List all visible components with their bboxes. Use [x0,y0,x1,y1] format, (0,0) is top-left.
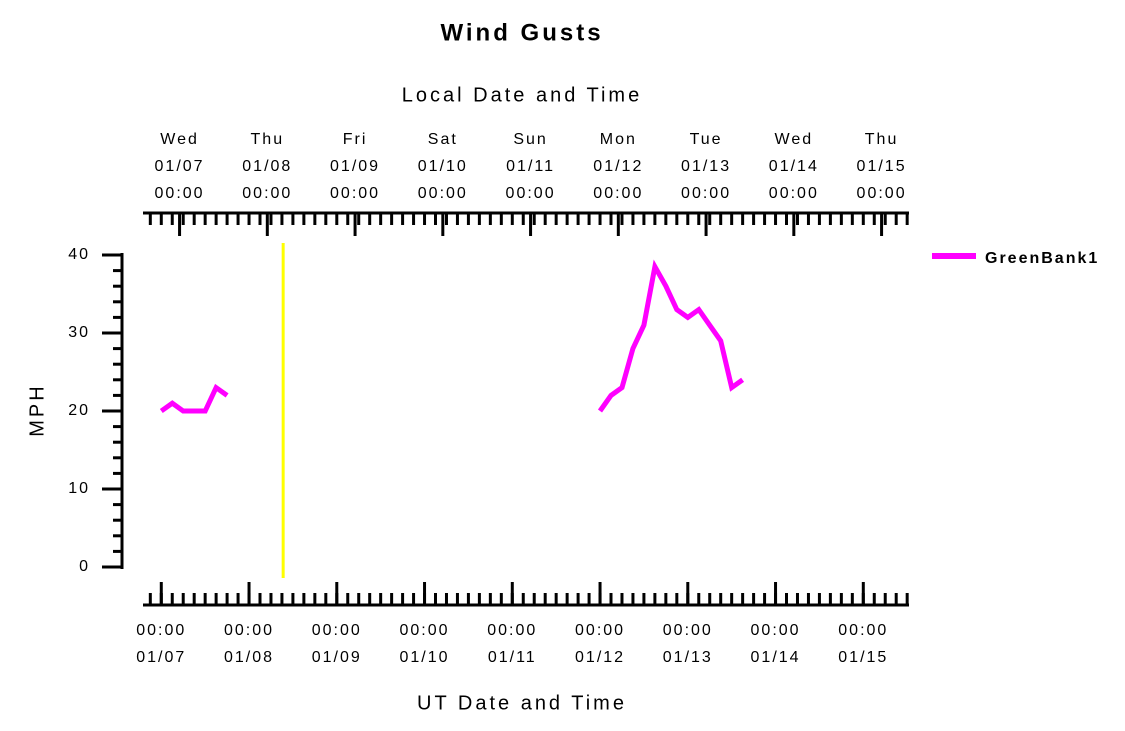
x-tick-label: 00:00 [136,622,186,639]
x2-tick-label: Sat [428,131,458,148]
x2-tick-label: 01/13 [681,158,731,175]
legend-label: GreenBank1 [985,250,1099,267]
x2-tick-label: 00:00 [681,185,731,202]
x2-tick-label: Thu [865,131,899,148]
x2-tick-label: 00:00 [242,185,292,202]
x2-tick-label: 01/10 [418,158,468,175]
x2-tick-label: 00:00 [506,185,556,202]
x2-tick-label: Mon [600,131,637,148]
x-tick-label: 01/07 [136,649,186,666]
chart-title: Wind Gusts [440,19,603,46]
y-tick-label: 30 [68,324,90,341]
x2-tick-label: 01/12 [593,158,643,175]
x-tick-label: 00:00 [312,622,362,639]
x2-axis-title: Local Date and Time [402,84,642,106]
x2-tick-label: 01/14 [769,158,819,175]
x2-tick-label: Tue [690,131,723,148]
x2-tick-label: 01/15 [857,158,907,175]
x-tick-label: 00:00 [751,622,801,639]
x2-tick-label: 01/09 [330,158,380,175]
x-tick-label: 00:00 [224,622,274,639]
x2-tick-label: 00:00 [769,185,819,202]
x2-tick-label: 00:00 [155,185,205,202]
x2-tick-label: 01/11 [506,158,555,175]
series-line [159,259,745,414]
x-tick-label: 01/15 [838,649,888,666]
x2-tick-label: Wed [775,131,814,148]
x2-tick-label: 01/07 [155,158,205,175]
x-tick-label: 00:00 [575,622,625,639]
x-tick-label: 01/11 [488,649,537,666]
x-tick-label: 01/14 [751,649,801,666]
x2-tick-label: Sun [513,131,547,148]
x2-tick-label: Wed [160,131,199,148]
x2-tick-label: Thu [251,131,285,148]
x-tick-label: 00:00 [838,622,888,639]
x-tick-label: 00:00 [487,622,537,639]
x2-tick-label: 00:00 [593,185,643,202]
x-tick-label: 01/08 [224,649,274,666]
x2-tick-label: 01/08 [242,158,292,175]
x2-tick-label: Fri [343,131,368,148]
x-tick-label: 01/13 [663,649,713,666]
x-tick-label: 00:00 [400,622,450,639]
x2-tick-label: 00:00 [330,185,380,202]
y-tick-label: 0 [79,558,90,575]
x-tick-label: 01/12 [575,649,625,666]
x-axis-title: UT Date and Time [417,692,627,714]
y-tick-label: 10 [68,480,90,497]
y-axis-title: MPH [26,383,48,436]
x-tick-label: 01/10 [400,649,450,666]
y-tick-label: 40 [68,246,90,263]
x-tick-label: 01/09 [312,649,362,666]
x2-tick-label: 00:00 [857,185,907,202]
x-tick-label: 00:00 [663,622,713,639]
x2-tick-label: 00:00 [418,185,468,202]
y-tick-label: 20 [68,402,90,419]
